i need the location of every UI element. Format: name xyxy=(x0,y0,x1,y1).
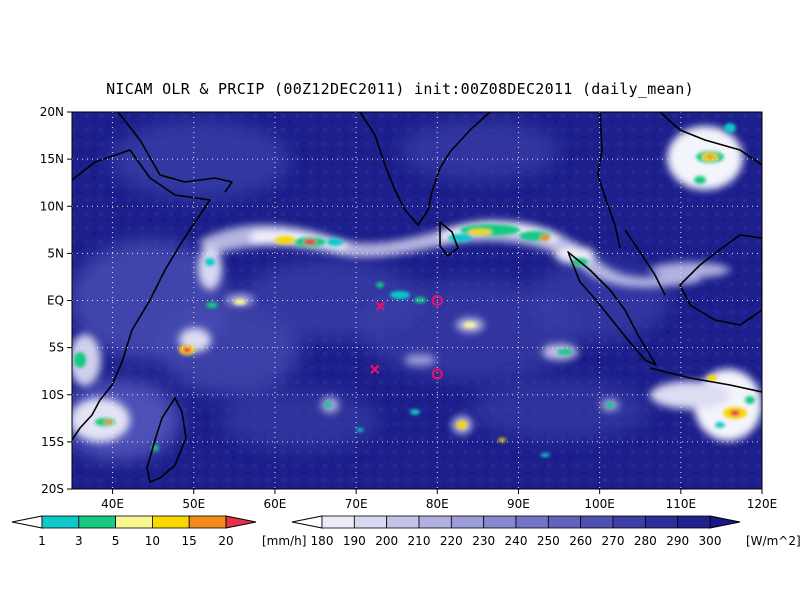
colorbar-low-end xyxy=(291,515,323,529)
precip-colorbar: 1 3 5 10 15 20 [mm/h] xyxy=(11,515,306,548)
bay-east-coast xyxy=(597,112,621,249)
colorbar-swatch xyxy=(188,515,227,529)
colorbar-swatch xyxy=(515,515,549,529)
lon-tick-label: 50E xyxy=(182,497,205,511)
map-area xyxy=(72,112,762,489)
colorbar-label: 230 xyxy=(472,534,495,548)
colorbar-label: 250 xyxy=(537,534,560,548)
madagascar-coast xyxy=(146,397,187,483)
map-grid xyxy=(72,112,762,489)
storm-x-marker xyxy=(369,364,380,375)
borneo-coast xyxy=(679,234,762,326)
colorbar-label: 15 xyxy=(182,534,197,548)
lon-tick-label: 110E xyxy=(666,497,697,511)
lat-tick-label: 5N xyxy=(47,246,64,260)
storm-circle-marker xyxy=(431,368,443,380)
colorbar-label: 220 xyxy=(440,534,463,548)
colorbar-label: 10 xyxy=(145,534,160,548)
colorbar-swatch xyxy=(151,515,190,529)
colorbar-swatch xyxy=(612,515,646,529)
storm-x-marker xyxy=(375,301,386,312)
colorbar-label: 210 xyxy=(408,534,431,548)
colorbar-label: 240 xyxy=(505,534,528,548)
colorbar-label: 270 xyxy=(602,534,625,548)
colorbar-swatch xyxy=(450,515,485,529)
colorbar-units: [W/m^2] xyxy=(746,534,800,548)
colorbar-high-end xyxy=(225,515,257,529)
lat-tick-label: 10N xyxy=(40,199,64,213)
colorbar-label: 200 xyxy=(375,534,398,548)
map-title: NICAM OLR & PRCIP (00Z12DEC2011) init:00… xyxy=(106,80,694,98)
olr-colorbar: 180 190 200 210 220 230 240 250 260 270 280 290 300 [… xyxy=(291,515,800,548)
colorbar-swatch xyxy=(353,515,388,529)
arabia-coast xyxy=(117,112,233,193)
colorbar-label: 180 xyxy=(311,534,334,548)
lat-tick-label: 20N xyxy=(40,105,64,119)
colorbar-swatch xyxy=(580,515,614,529)
colorbar-swatch xyxy=(483,515,517,529)
colorbar-label: 3 xyxy=(75,534,83,548)
colorbar-low-end xyxy=(11,515,43,529)
sumatra-coast xyxy=(567,251,657,366)
indochina-coast xyxy=(659,112,762,166)
lon-tick-label: 80E xyxy=(426,497,449,511)
lon-tick-label: 90E xyxy=(507,497,530,511)
coastlines xyxy=(72,112,762,483)
map-axes: 40E 50E 60E 70E 80E 90E 100E 110E 120E 20N 15N 10N 5… xyxy=(40,105,778,511)
colorbar-swatch xyxy=(41,515,80,529)
colorbar-high-end xyxy=(709,515,741,529)
colorbar-label: 300 xyxy=(699,534,722,548)
colorbar-units: [mm/h] xyxy=(262,534,306,548)
lat-tick-label: 5S xyxy=(49,341,64,355)
lat-tick-label: EQ xyxy=(47,294,64,308)
lat-tick-label: 15N xyxy=(40,152,64,166)
colorbar-swatch xyxy=(386,515,420,529)
lon-tick-label: 60E xyxy=(264,497,287,511)
colorbar-label: 260 xyxy=(569,534,592,548)
colorbar-label: 190 xyxy=(343,534,366,548)
lat-tick-label: 10S xyxy=(41,388,64,402)
colorbar-swatch xyxy=(115,515,153,529)
india-coast xyxy=(359,112,491,226)
colorbar-swatch xyxy=(418,515,452,529)
colorbar-label: 5 xyxy=(112,534,120,548)
colorbar-swatch xyxy=(321,515,355,529)
lat-tick-label: 15S xyxy=(41,435,64,449)
malay-coast xyxy=(624,229,666,296)
colorbar-swatch xyxy=(78,515,117,529)
lon-tick-label: 40E xyxy=(101,497,124,511)
storm-circle-marker xyxy=(431,294,443,307)
colorbar-swatch xyxy=(644,515,679,529)
lon-tick-label: 70E xyxy=(345,497,368,511)
lon-tick-label: 100E xyxy=(584,497,615,511)
africa-coast xyxy=(72,149,211,441)
colorbar-label: 20 xyxy=(218,534,233,548)
colorbar-label: 290 xyxy=(666,534,689,548)
java-coast xyxy=(649,367,762,393)
colorbar-label: 1 xyxy=(38,534,46,548)
colorbar-label: 280 xyxy=(634,534,657,548)
lon-tick-label: 120E xyxy=(747,497,778,511)
storm-markers xyxy=(369,294,443,380)
lat-tick-label: 20S xyxy=(41,482,64,496)
colorbar-swatch xyxy=(677,515,711,529)
sri-lanka-coast xyxy=(439,221,459,257)
colorbar-swatch xyxy=(547,515,582,529)
